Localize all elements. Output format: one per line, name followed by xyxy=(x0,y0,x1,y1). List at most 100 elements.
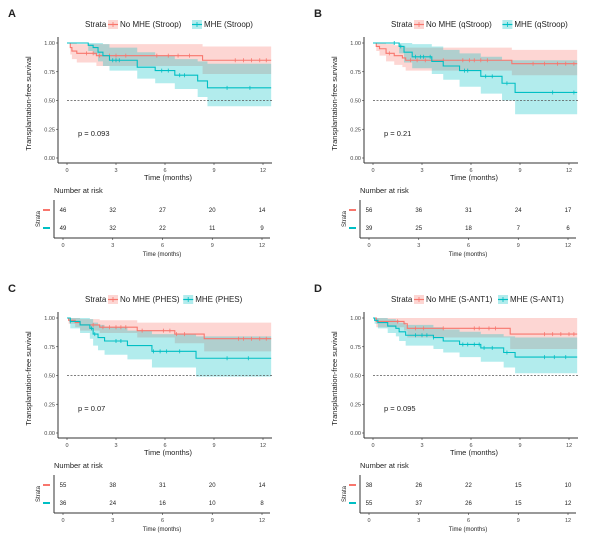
risk-count: 22 xyxy=(465,483,472,489)
y-tick-label: 0.00 xyxy=(350,156,361,162)
legend: Strata No MHE (PHES) MHE (PHES) xyxy=(85,295,243,304)
risk-x-tick-label: 9 xyxy=(211,243,214,249)
survival-curve-mhe xyxy=(67,317,272,359)
panel-b: B Strata No MHE (qStroop) MHE (qStroop) 0.00… xyxy=(314,8,578,258)
x-tick-label: 9 xyxy=(518,443,521,449)
risk-count: 22 xyxy=(159,226,166,232)
p-value: p = 0.07 xyxy=(78,404,105,413)
risk-x-tick-label: 6 xyxy=(467,243,470,249)
risk-x-tick-label: 9 xyxy=(517,243,520,249)
panel-label: B xyxy=(314,8,322,20)
x-tick-label: 0 xyxy=(65,443,68,449)
legend-title: Strata xyxy=(391,295,413,304)
risk-count: 24 xyxy=(109,501,116,507)
risk-count: 49 xyxy=(60,226,67,232)
survival-curve-mhe xyxy=(373,317,578,358)
legend-title: Strata xyxy=(85,20,107,29)
risk-x-tick-label: 12 xyxy=(565,243,571,249)
x-tick-label: 3 xyxy=(114,168,117,174)
risk-count: 37 xyxy=(415,501,422,507)
risk-count: 31 xyxy=(159,483,166,489)
risk-x-tick-label: 6 xyxy=(161,518,164,524)
confidence-band-mhe xyxy=(373,43,578,115)
x-tick-label: 0 xyxy=(371,443,374,449)
x-tick-label: 3 xyxy=(420,168,423,174)
y-tick-label: 1.00 xyxy=(350,41,361,47)
y-tick-label: 0.50 xyxy=(44,374,55,380)
x-tick-label: 0 xyxy=(65,168,68,174)
x-tick-label: 9 xyxy=(212,168,215,174)
risk-table-x-title: Time (months) xyxy=(143,252,181,258)
risk-count: 38 xyxy=(366,483,373,489)
risk-count: 31 xyxy=(465,208,472,214)
risk-table-x-title: Time (months) xyxy=(449,527,487,533)
risk-count: 56 xyxy=(366,208,373,214)
risk-count: 36 xyxy=(60,501,67,507)
y-tick-label: 0.50 xyxy=(350,374,361,380)
y-axis-title: Transplantation-free survival xyxy=(330,56,339,151)
risk-count: 10 xyxy=(209,501,216,507)
y-tick-label: 0.00 xyxy=(44,431,55,437)
survival-curve-no_mhe xyxy=(67,317,272,340)
legend-entry: MHE (PHES) xyxy=(195,295,242,304)
risk-count: 12 xyxy=(565,501,572,507)
legend-entry: MHE (S-ANT1) xyxy=(510,295,564,304)
x-tick-label: 6 xyxy=(163,168,166,174)
risk-count: 32 xyxy=(109,208,116,214)
y-tick-label: 0.00 xyxy=(350,431,361,437)
risk-x-tick-label: 12 xyxy=(565,518,571,524)
confidence-band-mhe xyxy=(67,318,272,377)
y-tick-label: 0.50 xyxy=(44,99,55,105)
survival-curve-mhe xyxy=(67,42,272,89)
survival-curve-no_mhe xyxy=(373,42,578,65)
risk-count: 27 xyxy=(159,208,166,214)
y-tick-label: 0.75 xyxy=(350,345,361,351)
confidence-band-no_mhe xyxy=(67,43,272,75)
y-tick-label: 0.75 xyxy=(44,70,55,76)
risk-count: 36 xyxy=(415,208,422,214)
risk-count: 7 xyxy=(517,226,521,232)
legend: Strata No MHE (Stroop) MHE (Stroop) xyxy=(85,20,253,29)
risk-count: 15 xyxy=(515,501,522,507)
legend: Strata No MHE (S-ANT1) MHE (S-ANT1) xyxy=(391,295,564,304)
risk-x-tick-label: 0 xyxy=(61,243,64,249)
y-axis-title: Transplantation-free survival xyxy=(330,331,339,426)
risk-x-tick-label: 3 xyxy=(417,518,420,524)
risk-count: 26 xyxy=(465,501,472,507)
risk-count: 14 xyxy=(259,208,266,214)
risk-count: 14 xyxy=(259,483,266,489)
y-tick-label: 0.75 xyxy=(350,70,361,76)
risk-table-y-title: Strata xyxy=(36,485,42,502)
risk-count: 32 xyxy=(109,226,116,232)
panel-label: A xyxy=(8,8,16,20)
risk-x-tick-label: 9 xyxy=(211,518,214,524)
y-tick-label: 1.00 xyxy=(350,316,361,322)
x-tick-label: 9 xyxy=(518,168,521,174)
risk-table-y-title: Strata xyxy=(342,210,348,227)
panel-c: C Strata No MHE (PHES) MHE (PHES) 0.00 0.25 0.… xyxy=(8,283,272,533)
x-axis-title: Time (months) xyxy=(450,173,499,182)
legend-entry: No MHE (Stroop) xyxy=(120,20,182,29)
survival-curve-mhe xyxy=(373,42,578,93)
risk-count: 25 xyxy=(415,226,422,232)
legend-entry: No MHE (PHES) xyxy=(120,295,180,304)
panel-d: D Strata No MHE (S-ANT1) MHE (S-ANT1) 0.00 0.… xyxy=(314,283,578,533)
confidence-band-no_mhe xyxy=(373,318,578,350)
risk-count: 6 xyxy=(566,226,570,232)
y-axis-title: Transplantation-free survival xyxy=(24,331,33,426)
risk-x-tick-label: 6 xyxy=(161,243,164,249)
x-tick-label: 6 xyxy=(469,168,472,174)
risk-x-tick-label: 0 xyxy=(61,518,64,524)
risk-x-tick-label: 12 xyxy=(259,518,265,524)
legend-title: Strata xyxy=(85,295,107,304)
p-value: p = 0.095 xyxy=(384,404,416,413)
risk-table: Number at risk Strata 38 26 22 15 10 55 37 26 15 12… xyxy=(342,461,576,533)
risk-x-tick-label: 3 xyxy=(417,243,420,249)
risk-table-x-title: Time (months) xyxy=(449,252,487,258)
risk-count: 38 xyxy=(109,483,116,489)
panel-label: D xyxy=(314,283,322,295)
p-value: p = 0.093 xyxy=(78,129,110,138)
survival-curve-no_mhe xyxy=(373,317,578,335)
y-tick-label: 1.00 xyxy=(44,41,55,47)
